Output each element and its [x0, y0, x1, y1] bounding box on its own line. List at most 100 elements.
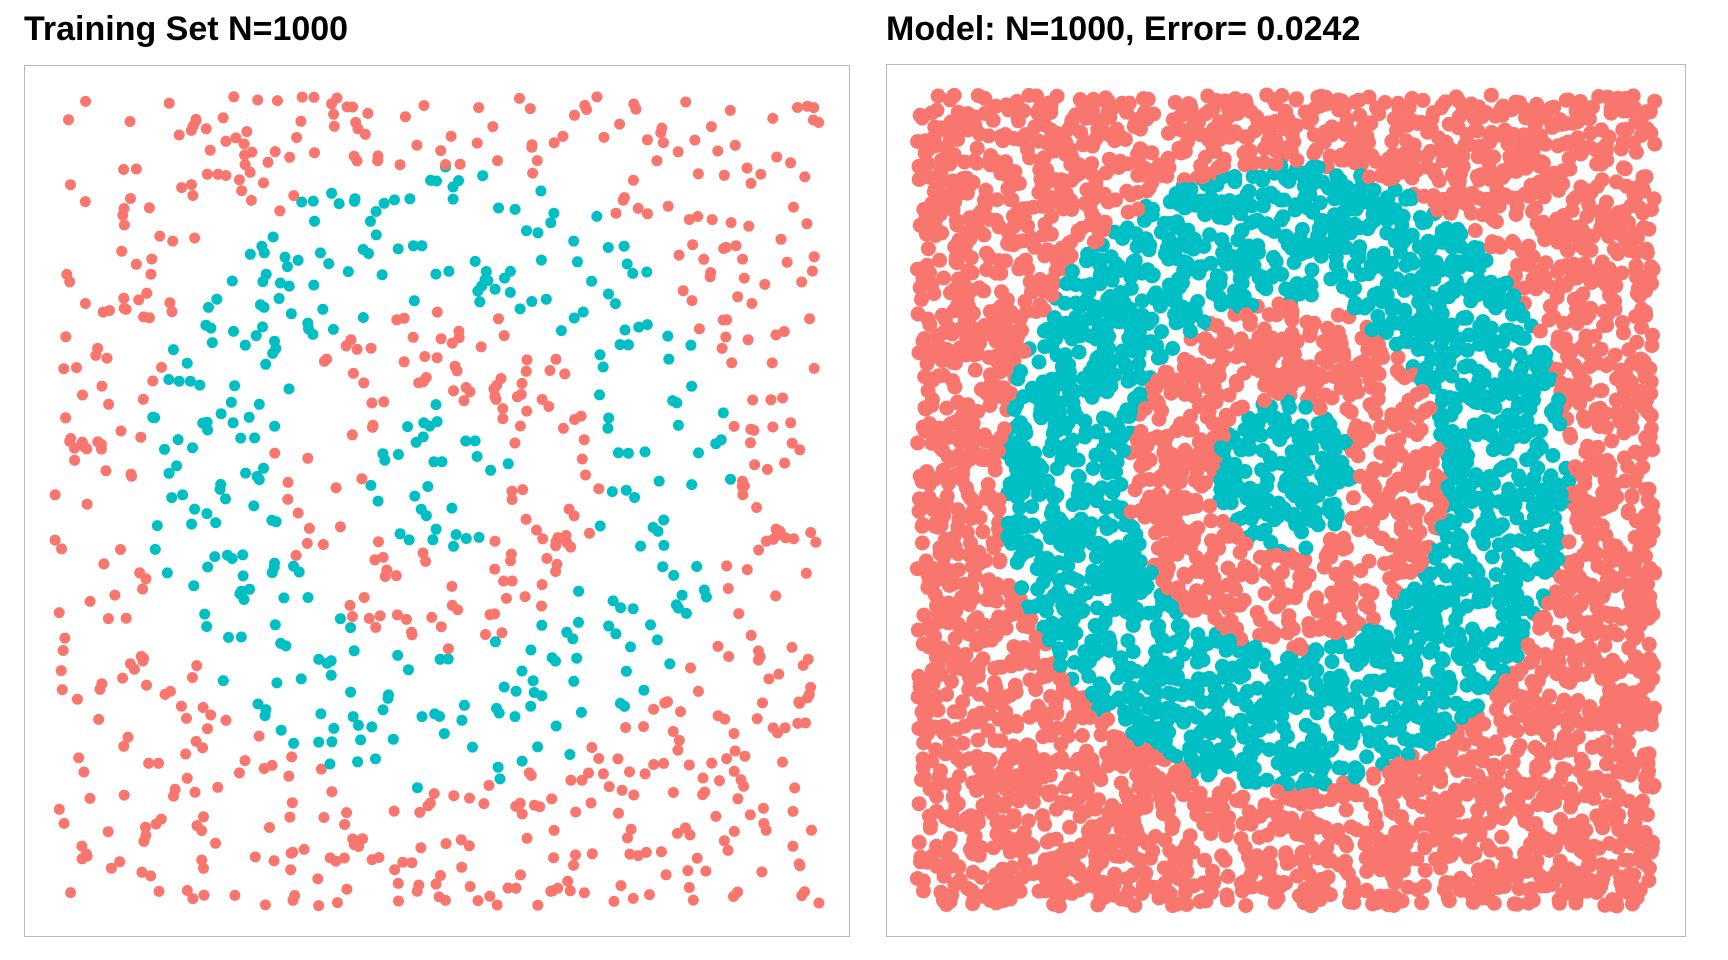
training-point-ring: [619, 324, 631, 336]
training-point-outside: [155, 813, 167, 825]
training-point-outside: [706, 757, 718, 769]
training-point-ring: [309, 215, 320, 227]
model-point-outside: [1591, 261, 1607, 277]
training-point-ring: [223, 631, 234, 643]
training-point-outside: [71, 693, 83, 705]
training-point-outside: [684, 829, 696, 841]
model-point-outside: [1134, 472, 1150, 488]
training-point-outside: [331, 92, 343, 104]
model-point-ring: [1333, 729, 1348, 745]
training-point-outside: [498, 330, 510, 342]
training-point-outside: [249, 851, 261, 863]
model-point-ring: [1479, 425, 1495, 441]
training-point-outside: [433, 891, 445, 903]
training-point-outside: [217, 112, 229, 124]
training-point-ring: [629, 492, 641, 503]
model-point-outside: [948, 254, 964, 270]
training-point-ring: [281, 261, 293, 273]
model-point-outside: [1619, 749, 1635, 765]
model-point-outside: [921, 808, 937, 824]
training-point-outside: [478, 798, 490, 810]
model-point-ring: [1453, 226, 1469, 242]
training-point-outside: [520, 365, 532, 377]
training-point-ring: [203, 301, 214, 313]
training-point-outside: [460, 382, 472, 393]
training-point-ring: [545, 217, 557, 229]
training-point-outside: [624, 766, 635, 778]
model-point-outside: [1629, 334, 1645, 350]
training-point-outside: [71, 362, 82, 374]
training-point-ring: [184, 375, 196, 387]
training-point-ring: [220, 493, 231, 505]
training-point-outside: [785, 417, 797, 429]
training-point-outside: [506, 485, 518, 497]
training-point-outside: [800, 567, 812, 579]
training-point-outside: [187, 893, 199, 905]
training-point-ring: [409, 490, 421, 502]
training-point-ring: [443, 265, 455, 277]
model-point-ring: [1502, 533, 1518, 549]
training-point-outside: [721, 560, 733, 572]
training-point-ring: [194, 379, 206, 391]
training-point-outside: [484, 609, 496, 621]
training-point-outside: [557, 422, 569, 434]
training-point-outside: [328, 120, 340, 132]
training-point-outside: [284, 811, 296, 823]
training-point-outside: [230, 132, 242, 144]
training-point-outside: [586, 742, 598, 753]
model-point-outside: [930, 88, 946, 104]
training-point-outside: [785, 157, 797, 169]
training-point-outside: [546, 793, 558, 805]
training-point-outside: [406, 626, 417, 638]
model-point-outside: [1104, 833, 1120, 849]
training-point-outside: [64, 276, 76, 288]
training-point-ring: [528, 687, 540, 698]
model-point-outside: [989, 192, 1005, 208]
training-point-outside: [728, 825, 740, 837]
training-point-outside: [128, 663, 140, 675]
training-point-ring: [434, 653, 446, 665]
model-point-outside: [1042, 767, 1058, 783]
model-point-ring: [1303, 287, 1319, 303]
training-point-outside: [685, 662, 696, 674]
training-point-ring: [641, 319, 653, 331]
model-point-outside: [1525, 892, 1541, 908]
model-point-outside: [1434, 98, 1450, 114]
training-point-outside: [796, 890, 808, 902]
training-point-outside: [198, 889, 210, 901]
training-point-ring: [416, 240, 428, 252]
training-point-outside: [312, 873, 324, 885]
training-point-ring: [715, 434, 727, 446]
training-point-outside: [515, 388, 527, 400]
training-point-outside: [374, 610, 386, 622]
training-point-ring: [485, 464, 497, 476]
training-point-outside: [367, 419, 379, 431]
training-point-ring: [546, 652, 558, 664]
training-point-outside: [753, 544, 765, 556]
training-point-outside: [181, 712, 192, 724]
model-point-ring: [1095, 569, 1111, 585]
training-point-outside: [603, 781, 615, 793]
model-point-ring: [1286, 255, 1302, 270]
training-point-outside: [301, 537, 313, 549]
training-point-ring: [325, 669, 337, 681]
training-point-ring: [477, 170, 489, 182]
training-point-ring: [147, 411, 159, 423]
training-point-ring: [159, 443, 170, 455]
training-point-ring: [403, 534, 415, 546]
training-point-outside: [528, 799, 540, 811]
training-point-outside: [464, 792, 475, 804]
model-point-outside: [987, 660, 1003, 676]
training-point-ring: [516, 665, 528, 677]
training-point-outside: [506, 494, 518, 505]
training-point-ring: [493, 202, 504, 214]
training-point-outside: [726, 357, 738, 369]
training-point-ring: [420, 510, 432, 522]
training-point-outside: [167, 235, 179, 247]
training-point-ring: [658, 514, 670, 526]
training-point-outside: [756, 866, 768, 878]
training-point-outside: [710, 810, 722, 822]
model-point-outside: [1361, 169, 1377, 185]
model-point-outside: [1447, 782, 1463, 798]
training-point-outside: [141, 287, 153, 299]
